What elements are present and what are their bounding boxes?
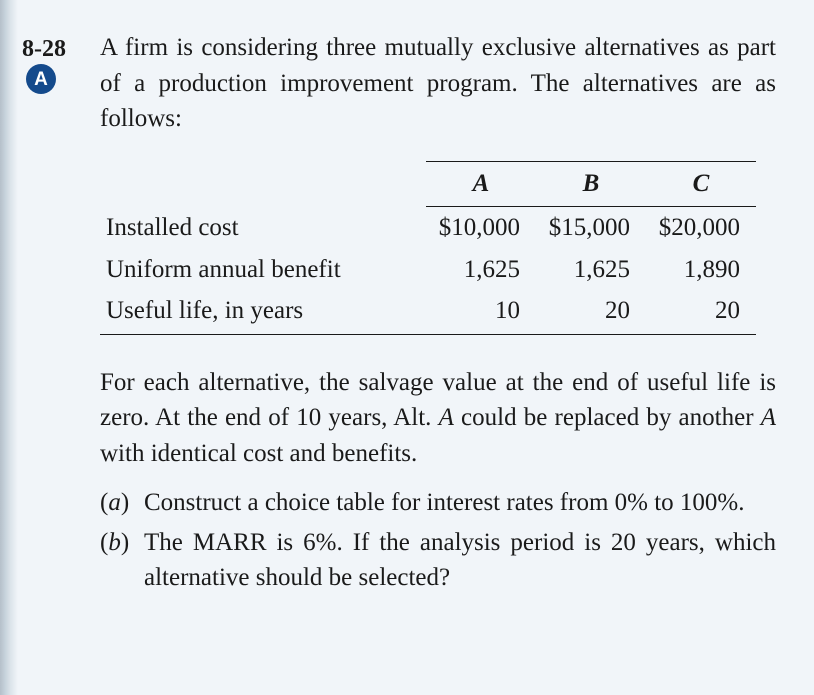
followup-italic: A [439,404,454,431]
answer-badge: A [26,64,56,94]
part-a: (a) Construct a choice table for interes… [100,485,776,521]
table-row: Useful life, in years 10 20 20 [100,290,756,334]
cell-value: 10 [426,290,536,334]
cell-value: 1,625 [426,249,536,291]
alternatives-table: A B C Installed cost $10,000 $15,000 $20… [100,161,756,335]
part-label: (a) [100,485,129,521]
table-header-b: B [536,161,646,207]
cell-value: 1,890 [646,249,756,291]
cell-value: 20 [646,290,756,334]
part-text: The MARR is 6%. If the analysis period i… [144,529,776,592]
row-label: Uniform annual benefit [100,249,426,291]
followup-text: could be replaced by another [454,404,761,431]
problem-followup: For each alternative, the salvage value … [100,365,776,472]
table-header-a: A [426,161,536,207]
table-row: Uniform annual benefit 1,625 1,625 1,890 [100,249,756,291]
part-label: (b) [100,525,129,561]
row-label: Useful life, in years [100,290,426,334]
followup-text: with identical cost and benefits. [100,440,417,467]
problem-intro: A firm is considering three mutually exc… [100,30,776,137]
part-text: Construct a choice table for interest ra… [144,489,745,516]
cell-value: $10,000 [426,207,536,249]
row-label: Installed cost [100,207,426,249]
part-letter: b [108,529,121,556]
followup-italic: A [761,404,776,431]
table-header-c: C [646,161,756,207]
problem-number: 8-28 [22,32,66,66]
cell-value: $20,000 [646,207,756,249]
cell-value: $15,000 [536,207,646,249]
cell-value: 1,625 [536,249,646,291]
part-b: (b) The MARR is 6%. If the analysis peri… [100,525,776,596]
table-row: Installed cost $10,000 $15,000 $20,000 [100,207,756,249]
part-letter: a [108,489,121,516]
table-header-blank [100,161,426,207]
cell-value: 20 [536,290,646,334]
